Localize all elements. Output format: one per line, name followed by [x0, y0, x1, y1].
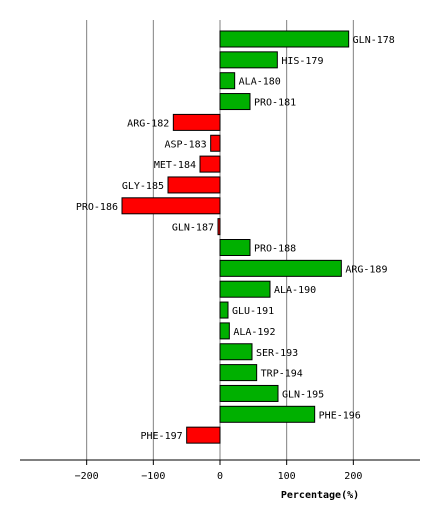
bar-label: PRO-181 [254, 98, 296, 109]
bar [219, 343, 253, 361]
bar [219, 384, 279, 402]
bar [219, 364, 258, 382]
bar [219, 51, 278, 69]
bar-label: ALA-192 [233, 327, 275, 338]
bar-label: GLU-191 [232, 306, 274, 317]
bar [217, 218, 221, 236]
bar [186, 426, 221, 444]
bar-label: ARG-182 [127, 118, 169, 129]
bar-label: HIS-179 [281, 56, 323, 67]
x-tick-label: −200 [75, 471, 99, 482]
x-tick-label: −100 [141, 471, 165, 482]
bar-label: GLN-195 [282, 389, 324, 400]
bar [199, 155, 221, 173]
bar [219, 239, 251, 256]
bar [219, 301, 229, 319]
bar-label: GLY-185 [122, 181, 164, 192]
bar [219, 322, 230, 340]
bar-label: ARG-189 [345, 264, 387, 275]
bar [210, 134, 221, 152]
bar-label: PRO-188 [254, 244, 296, 255]
bar-label: GLN-178 [353, 35, 395, 46]
x-axis-title: Percentage(%) [281, 490, 359, 501]
x-tick-label: 100 [278, 471, 296, 482]
bar-label: ALA-190 [274, 285, 316, 296]
bar-label: TRP-194 [261, 369, 303, 380]
bar-label: GLN-187 [172, 223, 214, 234]
bar-label: PRO-186 [76, 202, 118, 213]
x-tick-label: 0 [217, 471, 223, 482]
bar-label: ALA-180 [239, 77, 281, 88]
bar-label: ASP-183 [165, 139, 207, 150]
bar-label: MET-184 [154, 160, 196, 171]
bar [219, 259, 342, 277]
bar [219, 93, 251, 111]
bar-label: PHE-197 [141, 431, 183, 442]
bar [219, 280, 271, 298]
bar [172, 113, 221, 131]
bar [219, 30, 350, 48]
bar [219, 72, 236, 90]
x-axis-ticks: −200 −100 0 100 200 [75, 460, 362, 482]
bar-label: SER-193 [256, 348, 298, 359]
bar [121, 197, 221, 215]
bar [167, 176, 221, 194]
x-tick-label: 200 [344, 471, 362, 482]
bar-label: PHE-196 [319, 410, 361, 421]
bar [219, 405, 316, 423]
